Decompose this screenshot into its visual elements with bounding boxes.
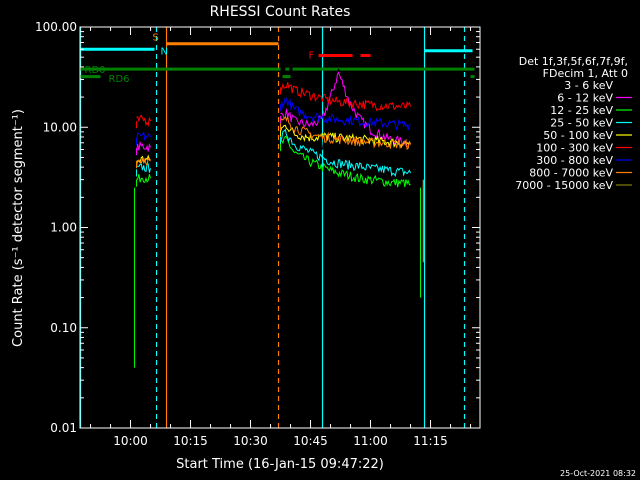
legend-label: 25 - 50 keV	[550, 117, 613, 130]
y-tick-label: 1.00	[50, 221, 77, 235]
y-tick-label: 0.10	[50, 321, 77, 335]
series-line	[136, 114, 151, 128]
flag-label: RD0	[85, 65, 106, 76]
legend-header: FDecim 1, Att 0	[543, 67, 628, 80]
y-tick-label: 100.00	[35, 20, 77, 34]
flag-label: S	[153, 33, 159, 44]
legend-label: 50 - 100 keV	[543, 129, 613, 142]
legend-label: 7000 - 15000 keV	[515, 179, 613, 192]
x-tick-label: 11:15	[413, 434, 448, 448]
legend-header: Det 1f,3f,5f,6f,7f,9f,	[519, 55, 628, 68]
legend-label: 12 - 25 keV	[550, 104, 613, 117]
x-tick-label: 10:30	[233, 434, 268, 448]
y-tick-label: 10.00	[43, 120, 77, 134]
legend-label: 100 - 300 keV	[536, 142, 613, 155]
flag-label: F	[309, 51, 315, 62]
x-tick-label: 10:00	[113, 434, 148, 448]
series-line	[136, 163, 151, 173]
x-axis-label: Start Time (16-Jan-15 09:47:22)	[176, 457, 384, 472]
series-line	[280, 115, 411, 151]
series-line	[280, 82, 411, 112]
x-tick-label: 10:45	[293, 434, 328, 448]
series-line	[280, 124, 411, 149]
series-line	[136, 192, 151, 203]
series-line	[136, 156, 151, 167]
y-tick-label: 0.01	[50, 421, 77, 435]
footer-timestamp: 25-Oct-2021 08:32	[560, 469, 636, 478]
x-tick-label: 10:15	[173, 434, 208, 448]
legend-label: 6 - 12 keV	[557, 92, 613, 105]
series-line	[136, 130, 151, 142]
legend-label: 800 - 7000 keV	[529, 167, 613, 180]
x-tick-label: 11:00	[353, 434, 388, 448]
series-line	[136, 173, 151, 183]
legend-label: 3 - 6 keV	[564, 79, 613, 92]
series-line	[280, 71, 411, 149]
flag-label: N	[161, 47, 168, 58]
axes: 0.01 0.10 1.00 10.00 100.00 10:00 10:15 10:30 10…	[35, 20, 480, 448]
chart-title: RHESSI Count Rates	[210, 4, 351, 20]
series-line	[280, 128, 411, 178]
legend-label: 300 - 800 keV	[536, 154, 613, 167]
flag-label: RD6	[109, 74, 130, 85]
legend: Det 1f,3f,5f,6f,7f,9f,FDecim 1, Att 03 -…	[515, 55, 632, 192]
series-line	[280, 97, 411, 132]
y-axis-label: Count Rate (s⁻¹ detector segment⁻¹)	[11, 109, 26, 347]
series-line	[136, 140, 151, 153]
series-line	[280, 135, 411, 188]
